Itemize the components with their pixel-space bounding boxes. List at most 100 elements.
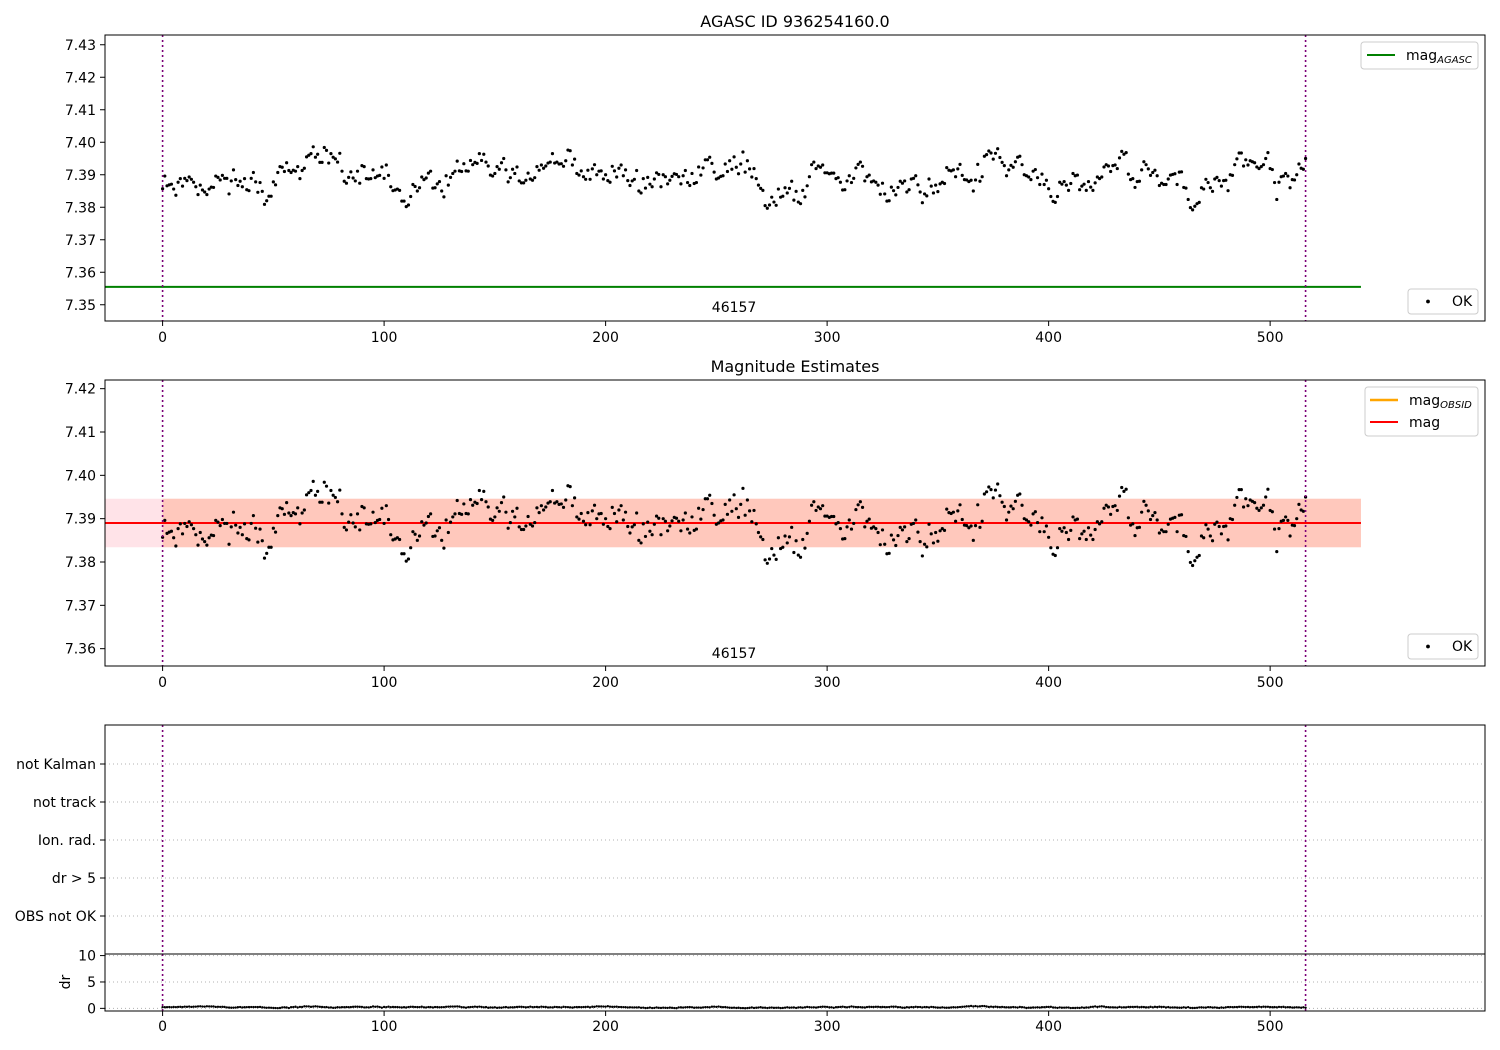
data-point [750,175,754,179]
data-point [1169,1006,1172,1009]
data-point [978,179,982,183]
data-point [755,1006,758,1009]
x-axis-ticks: 0 100 200 300 400 500 [158,666,1284,691]
data-point [172,1005,175,1009]
data-point [537,168,541,172]
data-point [504,1005,508,1009]
data-point [688,1005,691,1009]
data-point [832,514,836,519]
data-point [1084,188,1088,192]
data-point [991,496,995,500]
data-point [506,180,510,184]
data-point [506,526,510,530]
data-point [227,542,231,546]
data-point [1188,560,1192,565]
data-point [407,1005,410,1009]
data-point [1078,537,1082,541]
data-point [925,194,929,198]
data-point [205,192,209,197]
data-point [832,171,836,175]
data-point [329,1006,333,1009]
data-point [1071,171,1075,176]
data-point [721,518,725,522]
data-point [464,1006,468,1009]
data-point [515,165,519,169]
data-point [763,204,767,208]
legend-label: magAGASC [1406,48,1472,66]
data-point [836,176,840,180]
data-point [643,534,648,539]
data-point [584,177,588,181]
data-point [606,524,610,529]
data-point [650,185,654,189]
data-point [327,161,331,165]
data-point [242,177,247,181]
data-point [592,503,597,507]
data-point [1167,1005,1170,1009]
data-point [823,171,827,175]
data-point [1284,515,1288,519]
data-point [249,521,253,526]
legend-upper-right: magOBSID mag [1364,386,1479,437]
data-point [160,187,165,191]
data-point [770,195,774,199]
data-point [996,482,1000,486]
data-point [721,1005,725,1009]
x-tick-label: 0 [158,330,167,346]
data-point [699,1006,703,1009]
data-point [1184,1006,1188,1009]
data-point [479,498,484,502]
data-point [756,183,761,187]
data-point [721,174,725,178]
ok-points [160,479,1308,568]
data-point [930,1005,933,1009]
data-point [522,181,526,185]
data-point [608,180,612,184]
y-tick-label: 10 [78,949,96,965]
data-point [548,160,552,164]
data-point [258,180,262,185]
data-point [931,541,936,545]
data-point [1286,1006,1290,1009]
data-point [486,505,490,509]
data-point [849,527,854,531]
data-point [659,533,663,537]
data-point [575,171,579,176]
data-point [1286,518,1290,523]
data-point [681,518,685,522]
data-point [194,1005,198,1008]
data-point [987,485,991,489]
data-point [293,512,298,516]
data-point [460,512,464,516]
data-point [898,525,902,529]
data-point [1047,1005,1050,1009]
data-point [1064,183,1068,187]
data-point [772,200,776,204]
data-point [1100,1005,1103,1008]
data-point [1239,151,1243,155]
data-point [632,523,637,527]
data-point [1233,163,1237,167]
data-point [351,521,355,525]
data-point [1239,488,1243,492]
data-point [276,1006,279,1010]
y-tick-label: 7.38 [65,200,96,216]
data-point [708,493,712,497]
data-point [916,530,920,534]
data-point [972,1005,975,1008]
observation-boundary-lines [161,725,1307,954]
data-point [163,518,167,523]
data-point [1193,1006,1197,1010]
data-point [1060,529,1064,533]
data-point [1140,510,1144,514]
data-point [1164,530,1168,534]
data-point [779,1006,782,1010]
data-point [936,539,940,543]
data-point [1151,1006,1154,1009]
data-point [273,183,278,187]
data-point [469,1005,472,1009]
data-point [606,179,610,183]
data-point [426,171,430,175]
y-tick-label: 7.38 [65,555,96,571]
data-point [446,183,450,187]
